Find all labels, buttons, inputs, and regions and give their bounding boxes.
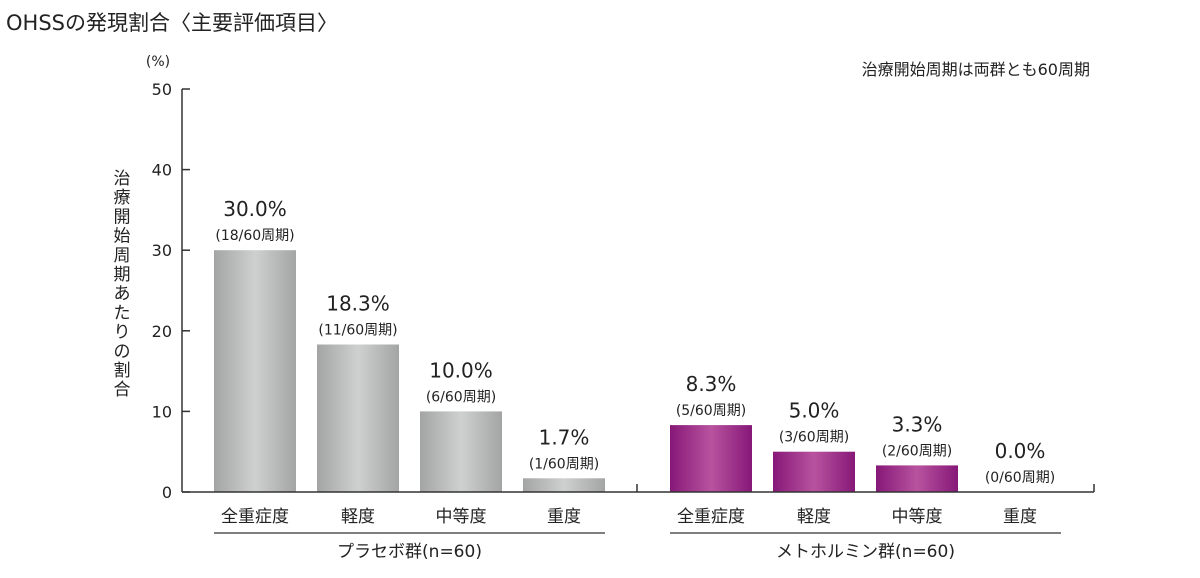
data-label-value: 3.3% (892, 412, 943, 436)
data-label-count: (0/60周期) (985, 470, 1055, 486)
data-label-count: (3/60周期) (779, 430, 849, 446)
y-tick-label: 40 (152, 161, 172, 180)
data-label-value: 1.7% (539, 425, 590, 449)
y-axis-label-char: 治 (114, 169, 131, 189)
y-tick-label: 20 (152, 322, 172, 341)
y-tick-label: 50 (152, 80, 172, 99)
data-label-count: (6/60周期) (426, 389, 496, 405)
bar (317, 344, 399, 492)
x-tick-label: 中等度 (436, 507, 487, 527)
data-label-value: 10.0% (429, 358, 493, 382)
data-label-value: 8.3% (686, 372, 737, 396)
data-label-value: 5.0% (789, 399, 840, 423)
group-label: メトホルミン群(n=60) (776, 542, 955, 562)
chart-note: 治療開始周期は両群とも60周期 (862, 60, 1090, 79)
y-axis-label-char: 開 (114, 207, 131, 227)
y-axis-label-char: あ (114, 284, 131, 304)
group-label: プラセボ群(n=60) (337, 542, 482, 562)
bar (773, 451, 855, 492)
x-tick-label: 重度 (1003, 507, 1037, 527)
x-tick-label: 全重症度 (677, 507, 745, 527)
y-axis-unit: (%) (146, 54, 170, 70)
data-label-count: (11/60周期) (318, 323, 397, 339)
bar (420, 411, 502, 492)
y-tick-label: 0 (162, 483, 172, 502)
data-label-value: 30.0% (223, 197, 287, 221)
data-label-count: (2/60周期) (882, 443, 952, 459)
bar (876, 465, 958, 492)
data-label-value: 0.0% (995, 439, 1046, 463)
y-axis-label-char: 始 (114, 227, 131, 247)
x-tick-label: 全重症度 (221, 507, 289, 527)
y-axis: 0 10 20 30 40 50 (152, 80, 190, 502)
x-tick-label: 軽度 (797, 507, 831, 527)
bars: 30.0% (18/60周期) 18.3% (11/60周期) 10.0% (6/60周期… (214, 197, 1055, 492)
y-axis-label-char: の (114, 342, 131, 362)
bar (523, 478, 605, 492)
data-label-count: (5/60周期) (676, 403, 746, 419)
y-axis-label-char: 療 (114, 188, 131, 208)
y-axis-label-char: た (114, 303, 131, 323)
data-label-count: (18/60周期) (215, 228, 294, 244)
y-axis-label-char: 割 (114, 361, 131, 381)
y-axis-label-char: り (114, 323, 131, 343)
y-axis-label-char: 期 (114, 265, 131, 285)
x-tick-label: 軽度 (341, 507, 375, 527)
y-axis-label-char: 周 (114, 246, 131, 266)
x-tick-label: 重度 (547, 507, 581, 527)
bar (214, 250, 296, 492)
chart-title: OHSSの発現割合〈主要評価項目〉 (6, 11, 338, 35)
data-label-value: 18.3% (326, 292, 390, 316)
y-tick-label: 10 (152, 402, 172, 421)
data-label-count: (1/60周期) (529, 456, 599, 472)
x-tick-label: 中等度 (892, 507, 943, 527)
y-axis-label-char: 合 (114, 380, 131, 400)
bar (670, 425, 752, 492)
y-tick-label: 30 (152, 241, 172, 260)
